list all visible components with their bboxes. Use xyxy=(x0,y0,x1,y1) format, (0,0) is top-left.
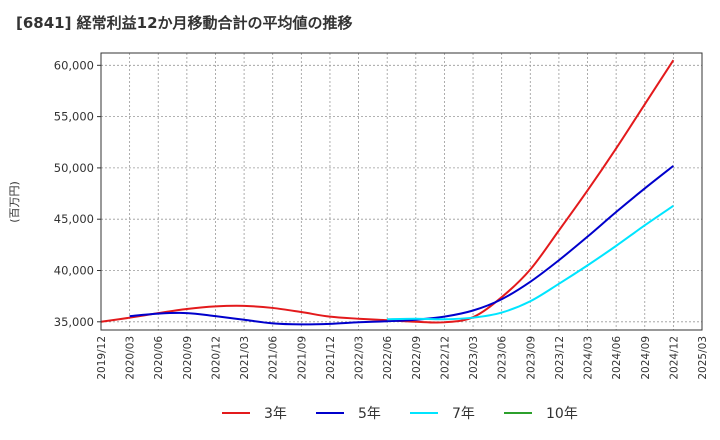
series-line-3 xyxy=(387,205,674,321)
x-tick-label: 2022/06 xyxy=(382,336,394,380)
grid-layer xyxy=(100,53,703,330)
x-tick-label: 2020/03 xyxy=(125,336,137,380)
x-tick-label: 2022/09 xyxy=(411,336,423,380)
y-tick-label: 55,000 xyxy=(54,110,94,124)
x-tick-label: 2022/03 xyxy=(354,336,366,380)
plot-frame xyxy=(100,52,703,331)
x-tick-label: 2020/06 xyxy=(153,336,165,380)
x-tick-label: 2024/06 xyxy=(611,336,623,380)
x-tick-label: 2023/06 xyxy=(497,336,509,380)
legend-label-3: 7年 xyxy=(452,406,475,422)
y-axis-label: (百万円) xyxy=(8,181,21,223)
legend-label-1: 3年 xyxy=(264,406,287,422)
legend: 3年 5年 7年 10年 xyxy=(222,406,578,422)
x-tick-label: 2021/03 xyxy=(239,336,251,380)
series-layer xyxy=(100,59,675,326)
x-tick-label: 2022/12 xyxy=(439,336,451,380)
x-tick-label: 2020/09 xyxy=(182,336,194,380)
x-tick-label: 2021/06 xyxy=(268,336,280,380)
y-tick-label: 50,000 xyxy=(54,161,94,175)
x-tick-label: 2024/03 xyxy=(583,336,595,380)
x-tick-label: 2020/12 xyxy=(210,336,222,380)
x-tick-label: 2025/03 xyxy=(697,336,709,380)
x-tick-label: 2021/12 xyxy=(325,336,337,380)
chart-title: [6841] 経常利益12か月移動合計の平均値の推移 xyxy=(16,14,353,32)
x-tick-label: 2023/09 xyxy=(525,336,537,380)
y-tick-label: 45,000 xyxy=(54,212,94,226)
tick-layer: 2019/12 2020/03 2020/06 2020/09 2020/12 2021/… xyxy=(54,58,709,379)
y-tick-label: 60,000 xyxy=(54,58,94,72)
y-tick-label: 40,000 xyxy=(54,263,94,277)
legend-label-4: 10年 xyxy=(546,406,578,422)
x-tick-label: 2019/12 xyxy=(96,336,108,380)
y-tick-label: 35,000 xyxy=(54,315,94,329)
x-tick-label: 2024/09 xyxy=(640,336,652,380)
x-tick-label: 2024/12 xyxy=(668,336,680,380)
series-line-1 xyxy=(100,59,675,324)
x-tick-label: 2021/09 xyxy=(296,336,308,380)
x-tick-label: 2023/03 xyxy=(468,336,480,380)
legend-label-2: 5年 xyxy=(358,406,381,422)
series-line-2 xyxy=(129,165,674,326)
x-tick-label: 2023/12 xyxy=(554,336,566,380)
